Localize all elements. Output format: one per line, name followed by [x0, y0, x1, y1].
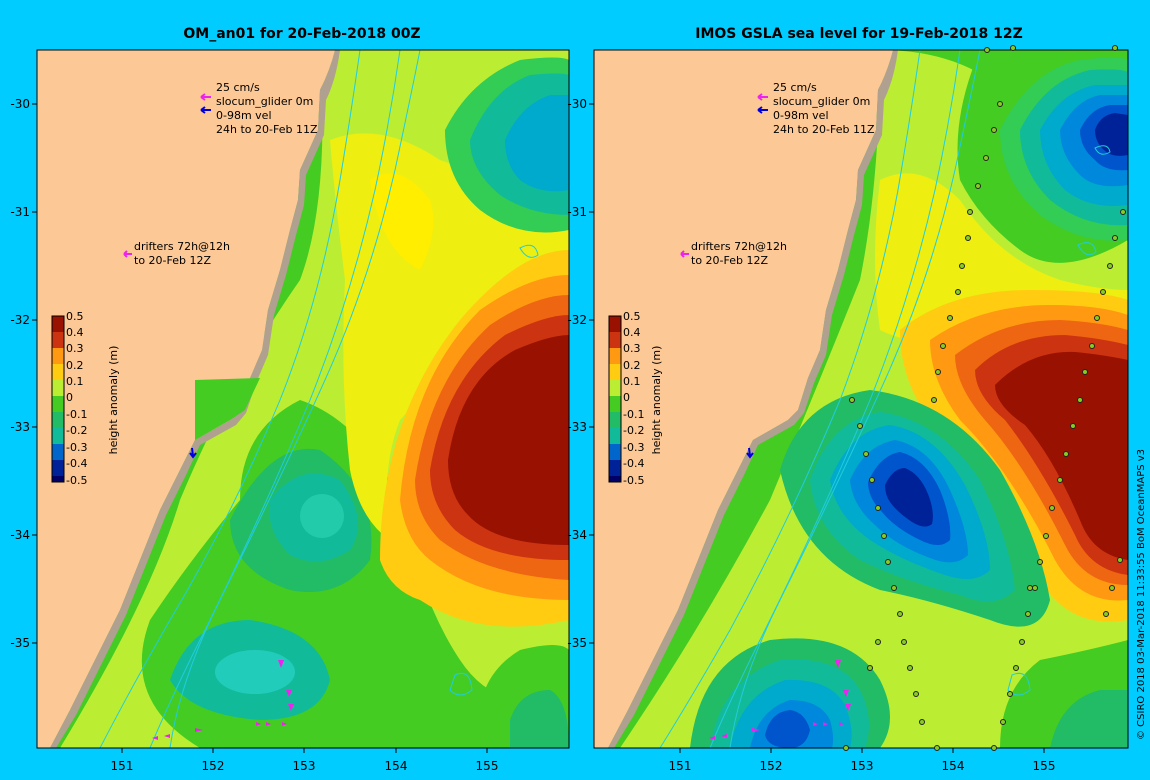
left-lat-tick: -34	[10, 528, 30, 542]
colorbar-tick: -0.3	[623, 441, 644, 454]
colorbar-tick: -0.4	[66, 457, 87, 470]
legend-arrow-label: 25 cm/s	[216, 81, 260, 94]
right-lon-ticks: 151 152 153 154 155	[669, 759, 1056, 773]
legend-glider-label: slocum_glider 0m	[216, 95, 313, 108]
colorbar-tick: -0.5	[66, 474, 87, 487]
colorbar-tick: 0.1	[623, 375, 641, 388]
legend-drifter-label: to 20-Feb 12Z	[134, 254, 211, 267]
colorbar-label: height anomaly (m)	[107, 346, 120, 455]
left-lat-tick: -35	[10, 636, 30, 650]
right-lon-tick: 152	[760, 759, 783, 773]
legend-time-label: 24h to 20-Feb 11Z	[216, 123, 318, 136]
colorbar-tick: 0	[66, 391, 73, 404]
colorbar-tick: 0	[623, 391, 630, 404]
right-lat-tick: -32	[567, 313, 587, 327]
left-lat-tick: -32	[10, 313, 30, 327]
colorbar-tick: -0.3	[66, 441, 87, 454]
altimeter-track-points	[843, 45, 1126, 751]
right-lat-tick: -30	[567, 97, 587, 111]
colorbar-tick: -0.1	[66, 408, 87, 421]
glider-track-icon	[746, 447, 754, 459]
drifter-arrows	[709, 660, 851, 740]
right-lat-ticks: -30 -31 -32 -33 -34 -35	[567, 97, 587, 650]
legend-time-label: 24h to 20-Feb 11Z	[773, 123, 875, 136]
scale-arrow-icon	[757, 93, 768, 101]
left-map-legend: 25 cm/s slocum_glider 0m 0-98m vel 24h t…	[123, 81, 318, 267]
right-lat-tick: -33	[567, 420, 587, 434]
left-colorbar: 0.5 0.4 0.3 0.2 0.1 0 -0.1 -0.2 -0.3 -0.…	[51, 310, 120, 487]
drifter-arrows	[152, 660, 294, 740]
left-lon-tick: 155	[476, 759, 499, 773]
colorbar-tick: 0.4	[66, 326, 84, 339]
right-map-legend: 25 cm/s slocum_glider 0m 0-98m vel 24h t…	[680, 81, 875, 267]
drifter-arrow-icon	[123, 250, 132, 258]
legend-arrow-label: 25 cm/s	[773, 81, 817, 94]
left-lat-tick: -30	[10, 97, 30, 111]
colorbar-tick: -0.2	[66, 424, 87, 437]
right-lon-tick: 153	[851, 759, 874, 773]
colorbar-tick: -0.4	[623, 457, 644, 470]
right-lat-tick: -34	[567, 528, 587, 542]
glider-track-icon	[189, 447, 197, 459]
left-map: 151 152 153 154 155 -30 -31 -32 -33 -34 …	[10, 49, 570, 773]
colorbar-tick: 0.1	[66, 375, 84, 388]
right-panel-title: IMOS GSLA sea level for 19-Feb-2018 12Z	[695, 26, 1023, 42]
left-lon-tick: 151	[111, 759, 134, 773]
colorbar-tick: 0.2	[66, 359, 84, 372]
colorbar-tick: 0.5	[66, 310, 84, 323]
glider-arrow-icon	[200, 106, 211, 114]
left-lat-ticks: -30 -31 -32 -33 -34 -35	[10, 97, 30, 650]
right-lat-tick: -31	[567, 205, 587, 219]
colorbar-tick: 0.3	[66, 342, 84, 355]
colorbar-tick: 0.4	[623, 326, 641, 339]
legend-vel-label: 0-98m vel	[773, 109, 829, 122]
colorbar-tick: 0.5	[623, 310, 641, 323]
colorbar-tick: -0.2	[623, 424, 644, 437]
credit-text: © CSIRO 2018 03-Mar-2018 11:33:55 BoM Oc…	[1136, 448, 1147, 740]
scale-arrow-icon	[200, 93, 211, 101]
right-colorbar: 0.5 0.4 0.3 0.2 0.1 0 -0.1 -0.2 -0.3 -0.…	[608, 310, 663, 487]
left-lon-tick: 153	[293, 759, 316, 773]
legend-drifter-label: drifters 72h@12h	[691, 240, 787, 253]
left-lon-ticks: 151 152 153 154 155	[111, 759, 499, 773]
drifter-arrow-icon	[680, 250, 689, 258]
legend-drifter-label: to 20-Feb 12Z	[691, 254, 768, 267]
colorbar-label: height anomaly (m)	[650, 346, 663, 455]
legend-vel-label: 0-98m vel	[216, 109, 272, 122]
left-lon-tick: 154	[385, 759, 408, 773]
right-map: 151 152 153 154 155 -30 -31 -32 -33 -34 …	[567, 45, 1129, 773]
right-lon-tick: 154	[942, 759, 965, 773]
right-lon-tick: 155	[1033, 759, 1056, 773]
legend-glider-label: slocum_glider 0m	[773, 95, 870, 108]
glider-arrow-icon	[757, 106, 768, 114]
right-lat-tick: -35	[567, 636, 587, 650]
legend-drifter-label: drifters 72h@12h	[134, 240, 230, 253]
right-lon-tick: 151	[669, 759, 692, 773]
colorbar-tick: -0.5	[623, 474, 644, 487]
colorbar-tick: -0.1	[623, 408, 644, 421]
colorbar-tick: 0.2	[623, 359, 641, 372]
colorbar-tick: 0.3	[623, 342, 641, 355]
left-lon-tick: 152	[202, 759, 225, 773]
left-panel-title: OM_an01 for 20-Feb-2018 00Z	[183, 26, 421, 42]
left-lat-tick: -33	[10, 420, 30, 434]
left-lat-tick: -31	[10, 205, 30, 219]
